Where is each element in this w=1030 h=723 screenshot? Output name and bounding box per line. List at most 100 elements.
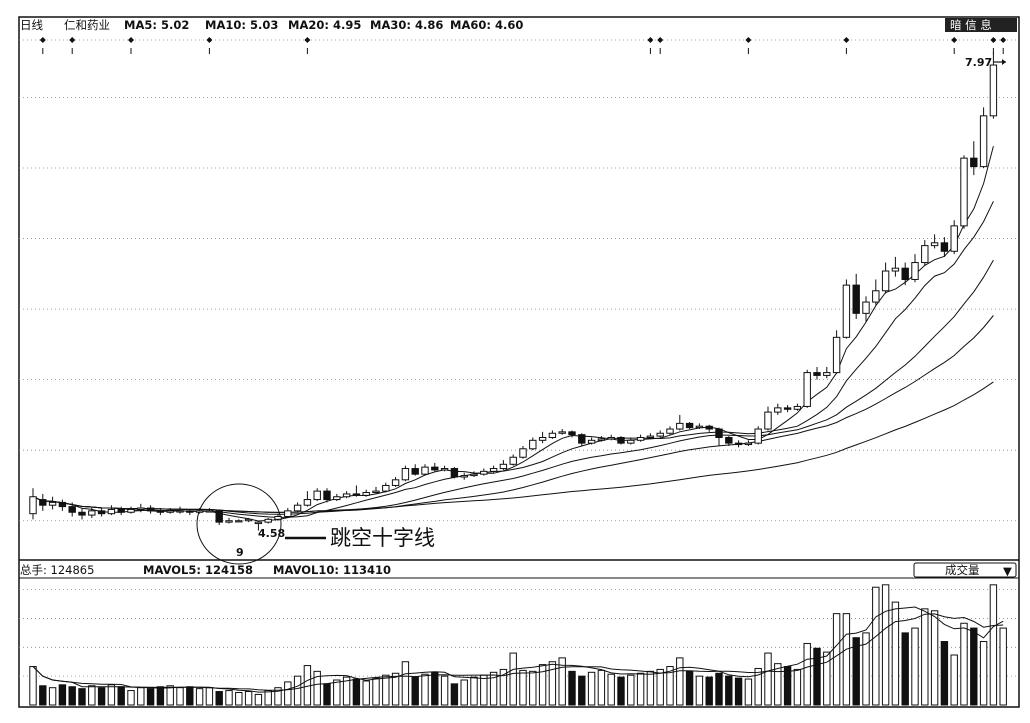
indicator-dropdown[interactable]: [913, 562, 1017, 578]
candle-body-down: [58, 501, 67, 508]
volume-bar: [166, 685, 174, 706]
volume-bar: [431, 671, 439, 706]
volume-header: 总手: 124865 MAVOL5: 124158 MAVOL10: 11341…: [20, 562, 1017, 578]
candle: [333, 493, 341, 501]
candle: [744, 440, 753, 446]
candle-body-up: [911, 262, 919, 280]
event-marker-icon: [990, 37, 997, 43]
candle-body-down: [411, 468, 419, 475]
candle: [793, 403, 802, 411]
candle-body-down: [97, 510, 106, 515]
candle-body-up: [558, 431, 566, 434]
candle: [587, 437, 596, 445]
candle-body-down: [450, 468, 459, 478]
volume-bar: [29, 666, 37, 706]
candle: [352, 485, 361, 497]
volume-bar: [333, 679, 341, 706]
volume-bar: [460, 679, 468, 706]
candle-body-up: [627, 439, 635, 444]
candle: [372, 486, 380, 494]
candle: [764, 406, 772, 431]
price-header: 日线 仁和药业 MA5: 5.02 MA10: 5.03 MA20: 4.95 …: [20, 18, 1017, 32]
candle: [225, 517, 233, 524]
candle: [284, 508, 292, 518]
candle-body-up: [636, 436, 645, 441]
candle-body-up: [950, 225, 958, 252]
candle-body-up: [930, 242, 939, 247]
candle-body-up: [333, 496, 341, 501]
candle: [117, 506, 125, 516]
high-price-label: 7.97: [965, 56, 992, 69]
ma10-readout: MA10: 5.03: [205, 18, 278, 32]
volume-bar: [156, 686, 165, 706]
candle: [970, 141, 978, 176]
volume-bar: [734, 677, 743, 706]
volume-bar: [382, 674, 390, 706]
candle-body-down: [117, 508, 125, 513]
event-marker-icon: [69, 37, 76, 43]
stock-name: 仁和药业: [64, 18, 110, 32]
candle: [146, 505, 155, 514]
volume-bar: [88, 685, 96, 706]
chevron-down-icon[interactable]: ▼: [1003, 564, 1012, 578]
corner-buttons[interactable]: 暗 信 息: [950, 18, 992, 32]
candlesticks: [29, 52, 998, 531]
event-marker-icon: [206, 37, 213, 43]
volume-bar: [205, 687, 214, 706]
candle-body-down: [156, 510, 165, 513]
candle-body-up: [676, 422, 684, 430]
volume-bar: [235, 692, 243, 706]
volume-bar: [48, 687, 57, 706]
corner-button-bar[interactable]: [945, 18, 1017, 32]
volume-bar: [244, 691, 253, 706]
candle-body-up: [391, 479, 400, 486]
volume-bar: [911, 627, 919, 706]
volume-bar: [832, 613, 841, 706]
candle-body-down: [323, 490, 331, 501]
volume-bar: [715, 672, 723, 706]
candle-body-up: [529, 439, 537, 450]
ma30-readout: MA30: 4.86: [370, 18, 443, 32]
annotations: 4.58 9 跳空十字线 7.97: [196, 56, 1006, 565]
candle: [930, 234, 939, 249]
candle-body-up: [548, 432, 557, 438]
volume-bar: [489, 671, 498, 706]
candle: [519, 445, 527, 459]
candle-body-up: [881, 270, 890, 292]
candle: [440, 465, 449, 472]
volume-bar: [225, 690, 233, 706]
candle: [783, 405, 792, 413]
candle-body-up: [382, 484, 390, 492]
candle-body-down: [813, 372, 821, 376]
candle-body-up: [460, 475, 468, 478]
candle: [127, 506, 135, 514]
volume-bar: [97, 687, 106, 706]
candle: [666, 426, 674, 435]
candle-body-down: [725, 436, 733, 444]
volume-bar: [597, 669, 606, 706]
candle: [313, 488, 321, 501]
candle-body-up: [587, 439, 596, 444]
candle-body-up: [803, 372, 811, 407]
candle: [852, 273, 860, 319]
candle-body-up: [195, 510, 204, 513]
event-markers: [39, 37, 1007, 54]
event-marker-icon: [1000, 37, 1007, 43]
volume-bar: [548, 661, 557, 706]
volume-bar: [970, 627, 978, 706]
mavol5-readout: MAVOL5: 124158: [143, 563, 253, 577]
volume-bar: [901, 632, 909, 706]
candle-body-up: [293, 504, 302, 512]
candle: [538, 431, 547, 444]
indicator-dropdown-label[interactable]: 成交量: [945, 563, 980, 577]
candle-body-down: [39, 499, 47, 506]
volume-bar: [568, 670, 576, 706]
volume-bar: [401, 661, 410, 706]
candle-body-up: [401, 468, 410, 481]
candle: [186, 509, 194, 516]
volume-bar: [480, 674, 488, 706]
candle-body-down: [783, 407, 792, 410]
candle: [656, 430, 664, 438]
volume-bar: [930, 610, 939, 706]
volume-bars: [29, 584, 1007, 706]
